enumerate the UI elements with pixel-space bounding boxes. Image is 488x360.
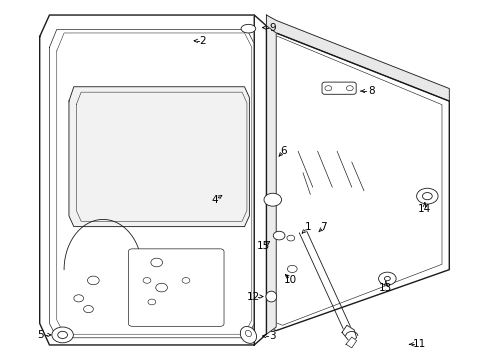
Text: 14: 14 [417, 204, 430, 215]
Polygon shape [40, 15, 264, 345]
Ellipse shape [265, 291, 276, 302]
Text: 13: 13 [379, 283, 392, 293]
Circle shape [273, 231, 285, 240]
Circle shape [346, 86, 352, 91]
Circle shape [416, 188, 437, 204]
Text: 15: 15 [256, 241, 269, 251]
Circle shape [286, 235, 294, 241]
Circle shape [143, 278, 151, 283]
Circle shape [384, 276, 389, 281]
Circle shape [52, 327, 73, 343]
Text: 1: 1 [304, 222, 310, 232]
FancyBboxPatch shape [322, 82, 355, 94]
Ellipse shape [245, 330, 251, 337]
Circle shape [74, 295, 83, 302]
Polygon shape [266, 30, 448, 330]
Text: 4: 4 [211, 195, 218, 205]
Circle shape [287, 265, 297, 273]
Text: 9: 9 [269, 23, 276, 33]
Polygon shape [69, 87, 249, 226]
Circle shape [83, 306, 93, 313]
Text: 8: 8 [367, 86, 374, 96]
Text: 5: 5 [37, 330, 44, 340]
Ellipse shape [240, 327, 256, 343]
FancyBboxPatch shape [128, 249, 224, 326]
Ellipse shape [241, 24, 255, 33]
Circle shape [151, 258, 162, 267]
Text: 2: 2 [199, 36, 206, 46]
Text: 10: 10 [284, 275, 297, 285]
Circle shape [156, 283, 167, 292]
Circle shape [58, 331, 67, 338]
Circle shape [422, 193, 431, 200]
Text: 11: 11 [411, 339, 425, 349]
Text: 6: 6 [280, 146, 286, 156]
Polygon shape [266, 15, 448, 101]
Text: 12: 12 [246, 292, 259, 302]
Text: 7: 7 [320, 222, 326, 232]
Circle shape [182, 278, 189, 283]
Polygon shape [345, 337, 356, 348]
Polygon shape [254, 15, 266, 345]
Circle shape [378, 272, 395, 285]
Circle shape [264, 193, 281, 206]
Polygon shape [266, 26, 276, 334]
Text: 3: 3 [269, 331, 276, 341]
Circle shape [87, 276, 99, 285]
Circle shape [148, 299, 156, 305]
Circle shape [325, 86, 331, 91]
Polygon shape [341, 325, 356, 341]
